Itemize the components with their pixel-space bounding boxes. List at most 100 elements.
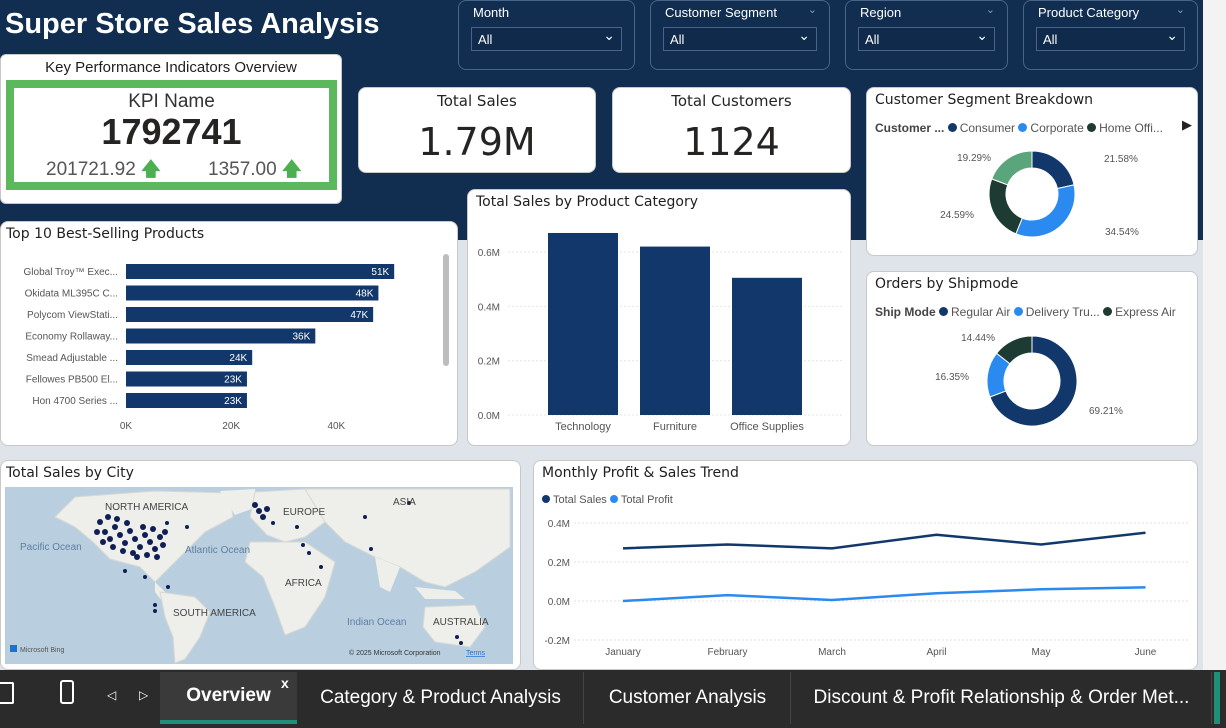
bing-logo-icon [10, 645, 17, 652]
y-tick-label: 0.4M [548, 519, 570, 530]
bar [548, 232, 618, 415]
y-tick-label: 0.2M [478, 357, 500, 368]
y-tick-label: 0.4M [478, 302, 500, 313]
month-select[interactable]: All ⌄ [471, 27, 622, 51]
donut-slice [1015, 184, 1076, 238]
slicer-label: Product Category [1038, 5, 1140, 20]
legend-item: Home Offi... [1087, 121, 1163, 135]
terms-link[interactable]: Terms [466, 650, 486, 657]
bar-category-label: Okidata ML395C C... [25, 289, 118, 300]
kpi-frame: KPI Name 1792741 201721.92 🡅 1357.00 🡅 [6, 80, 337, 190]
donut-slice [1031, 150, 1075, 190]
legend-dot [939, 307, 949, 316]
customer-segment-slicer[interactable]: Customer Segment ⌄ All ⌄ [650, 0, 830, 70]
legend-item: Delivery Tru... [1013, 305, 1100, 319]
category-sales-title: Total Sales by Product Category [476, 194, 699, 210]
city-dots [94, 501, 463, 645]
map-label: ASIA [393, 497, 416, 508]
legend-dot [1018, 123, 1028, 132]
shipmode-legend: Ship Mode Regular Air Delivery Tru... Ex… [875, 305, 1176, 319]
tab-discount-profit[interactable]: Discount & Profit Relationship & Order M… [792, 672, 1212, 724]
bar-value-label: 23K [224, 375, 242, 386]
tab-category-product[interactable]: Category & Product Analysis [298, 672, 584, 724]
bar [126, 393, 247, 408]
slicer-value: All [865, 32, 880, 47]
chevron-down-icon: ⌄ [807, 3, 817, 16]
bar-category-label: Hon 4700 Series ... [32, 396, 118, 407]
total-sales-card: Total Sales 1.79M [358, 87, 596, 173]
customer-segment-legend: Customer ... Consumer Corporate Home Off… [875, 121, 1163, 135]
x-tick-label: 20K [222, 421, 240, 432]
slice-label: 14.44% [961, 333, 995, 344]
slice-label: 24.59% [940, 210, 974, 221]
legend-next-icon[interactable]: ▶ [1182, 118, 1192, 133]
world-map[interactable]: NORTH AMERICA EUROPE ASIA Pacific Ocean … [5, 487, 513, 664]
slice-label: 21.58% [1104, 154, 1138, 165]
legend-dot [542, 495, 550, 503]
category-sales-card: Total Sales by Product Category 0.0M 0.2M… [467, 189, 851, 446]
chevron-down-icon: ⌄ [1175, 3, 1185, 16]
series-line [622, 586, 1146, 603]
legend-item: Total Sales [542, 494, 607, 506]
kpi-left-indicator: 201721.92 🡅 [46, 155, 161, 187]
region-select[interactable]: All ⌄ [858, 27, 995, 51]
top-products-bar-chart: Global Troy™ Exec... 51K Okidata ML395C C.… [24, 264, 395, 432]
kpi-right-value: 1357.00 [208, 159, 277, 180]
customer-segment-select[interactable]: All ⌄ [663, 27, 817, 51]
bing-label: Microsoft Bing [20, 647, 64, 654]
prev-page-icon[interactable]: ◁ [107, 688, 117, 702]
bar [126, 307, 374, 322]
bar [126, 371, 247, 387]
legend-label: Consumer [959, 121, 1016, 135]
right-strip [1203, 0, 1226, 670]
donut-slice [988, 178, 1023, 235]
map-label: Indian Ocean [347, 617, 407, 628]
product-category-select[interactable]: All ⌄ [1036, 27, 1185, 51]
x-tick-label: Office Supplies [730, 421, 804, 433]
shipmode-title: Orders by Shipmode [875, 276, 1019, 292]
x-tick-label: 40K [327, 421, 345, 432]
tab-close-icon[interactable]: x [281, 675, 289, 691]
slicer-label: Region [860, 5, 902, 20]
trend-title: Monthly Profit & Sales Trend [542, 465, 739, 481]
tab-overview[interactable]: Overview [160, 672, 297, 724]
y-tick-label: 0.0M [548, 597, 570, 608]
legend-label: Total Sales [553, 494, 607, 506]
bar-category-label: Smead Adjustable ... [26, 353, 118, 364]
kpi-right-indicator: 1357.00 🡅 [208, 155, 302, 187]
month-slicer[interactable]: Month All ⌄ [458, 0, 635, 70]
slice-label: 69.21% [1089, 406, 1123, 417]
scrollbar[interactable] [443, 254, 449, 366]
trend-card: Monthly Profit & Sales Trend Total Sales… [533, 460, 1198, 670]
chevron-down-icon: ⌄ [603, 28, 615, 44]
x-tick-label: April [926, 647, 946, 658]
next-page-icon[interactable]: ▷ [139, 688, 149, 702]
product-category-slicer[interactable]: Product Category ⌄ All ⌄ [1023, 0, 1198, 70]
legend-label: Express Air [1115, 305, 1176, 319]
bar-category-label: Fellowes PB500 El... [26, 375, 118, 386]
total-customers-title: Total Customers [671, 92, 792, 110]
category-sales-bar-chart: 0.0M 0.2M 0.4M 0.6M Technology Furniture Offic… [478, 232, 843, 433]
kpi-name: KPI Name [128, 91, 215, 112]
slice-label: 34.54% [1105, 227, 1139, 238]
arrow-up-icon: 🡅 [281, 159, 302, 180]
bar-category-label: Global Troy™ Exec... [24, 267, 118, 278]
desktop-view-icon[interactable] [0, 682, 14, 704]
legend-label: Total Profit [620, 494, 673, 506]
mobile-view-icon[interactable] [60, 680, 74, 704]
legend-dot [1087, 123, 1097, 132]
bar [126, 350, 253, 365]
region-slicer[interactable]: Region ⌄ All ⌄ [845, 0, 1008, 70]
legend-dot [609, 495, 618, 503]
tab-customer-analysis[interactable]: Customer Analysis [585, 672, 791, 724]
tab-label: Category & Product Analysis [320, 687, 561, 708]
shipmode-donut: 69.21% 16.35% 14.44% [935, 333, 1123, 427]
x-tick-label: January [605, 647, 641, 658]
chevron-down-icon: ⌄ [985, 3, 995, 16]
trend-line-chart: 0.4M 0.2M 0.0M -0.2M January February March Apr… [544, 519, 1189, 658]
customer-segment-donut: 21.58% 34.54% 24.59% 19.29% [940, 150, 1139, 238]
legend-item: Total Profit [609, 494, 673, 506]
x-tick-label: February [707, 647, 747, 658]
tab-label: Discount & Profit Relationship & Order M… [813, 687, 1190, 708]
donut-slice [995, 335, 1033, 365]
